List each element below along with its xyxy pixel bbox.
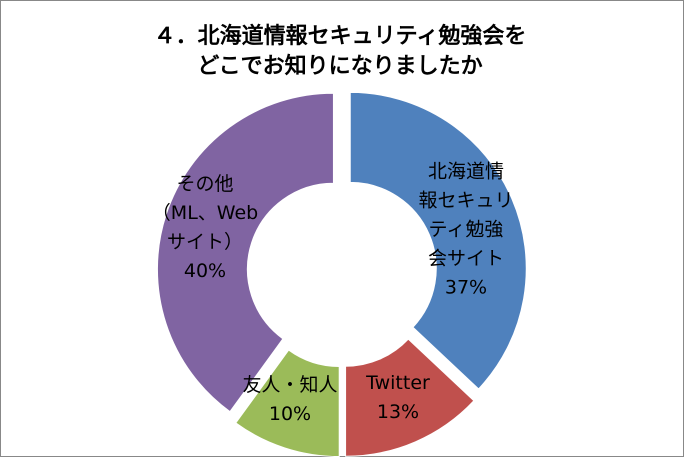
- category-label: その他 （ML、Web サイト）: [151, 173, 259, 253]
- category-label: 友人・知人: [242, 374, 338, 396]
- value-label: 40%: [183, 260, 227, 282]
- slice-label: Twitter 13%: [366, 369, 430, 427]
- value-label: 13%: [376, 401, 420, 423]
- value-label: 37%: [444, 276, 488, 299]
- category-label: 北海道情 報セキュリ ティ勉強 会サイト: [418, 160, 514, 270]
- donut-slice: [345, 338, 475, 457]
- donut-slice: [235, 349, 340, 457]
- slice-label: 友人・知人 10%: [242, 371, 337, 429]
- slice-label: その他 （ML、Web サイト） 40%: [152, 170, 258, 286]
- chart-title: ４．北海道情報セキュリティ勉強会を どこでお知りになりましたか: [153, 24, 527, 79]
- category-label: Twitter: [366, 372, 430, 394]
- donut-slice: [156, 92, 334, 413]
- slice-label: 北海道情 報セキュリ ティ勉強 会サイト 37%: [418, 158, 513, 303]
- donut-slice: [349, 91, 527, 390]
- value-label: 10%: [268, 403, 312, 425]
